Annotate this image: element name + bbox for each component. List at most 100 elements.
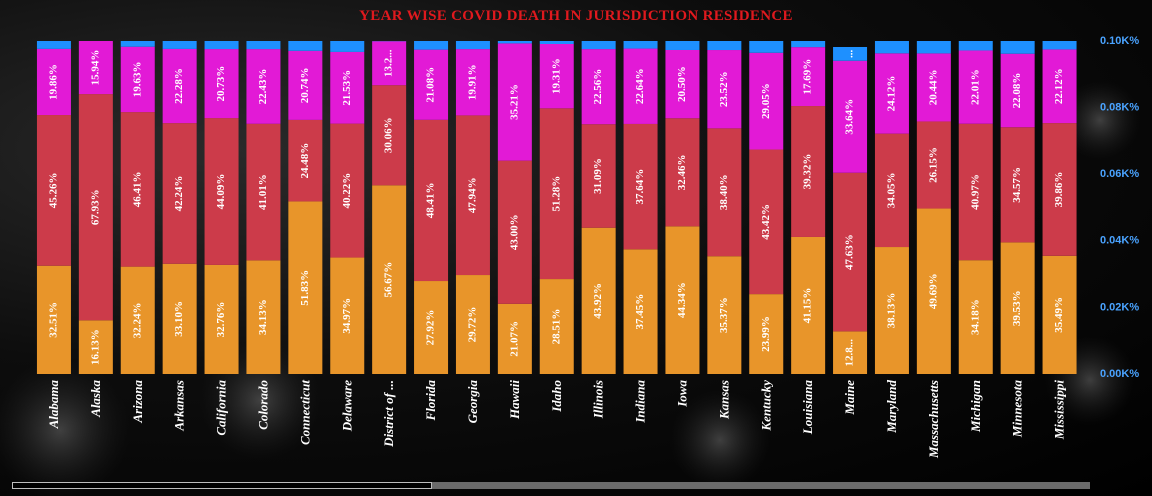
bar-segment[interactable] (958, 50, 993, 124)
bar-segment[interactable] (665, 118, 700, 227)
bar-segment[interactable] (1000, 242, 1035, 374)
bar-segment[interactable] (162, 41, 197, 49)
bar-segment[interactable] (246, 41, 281, 50)
bar-segment[interactable] (833, 172, 868, 332)
bar-segment[interactable] (707, 50, 742, 129)
bar-segment[interactable] (372, 85, 407, 186)
bar-segment[interactable] (204, 49, 239, 119)
bar-segment[interactable] (1042, 49, 1077, 124)
bar-segment[interactable] (246, 260, 281, 374)
bar-segment[interactable] (874, 41, 909, 54)
bar-segment[interactable] (330, 123, 365, 258)
bar-segment[interactable] (665, 41, 700, 50)
bar-segment[interactable] (120, 46, 155, 113)
bar-segment[interactable] (581, 227, 616, 374)
bar-segment[interactable] (623, 249, 658, 374)
bar-segment[interactable] (581, 124, 616, 228)
bar-segment[interactable] (539, 41, 574, 44)
bar-segment[interactable] (539, 108, 574, 280)
bar-segment[interactable] (623, 41, 658, 49)
bar-segment[interactable] (874, 247, 909, 374)
bar-segment[interactable] (330, 41, 365, 52)
bar-segment[interactable] (707, 41, 742, 51)
bar-segment[interactable] (162, 263, 197, 374)
horizontal-scrollbar-thumb[interactable] (12, 482, 432, 489)
bar-segment[interactable] (204, 264, 239, 374)
bar-segment[interactable] (120, 41, 155, 47)
bar-segment[interactable] (455, 275, 490, 374)
bar-segment[interactable] (455, 49, 490, 116)
bar-segment[interactable] (833, 331, 868, 374)
bar-segment[interactable] (1000, 41, 1035, 54)
bar-segment[interactable] (916, 41, 951, 54)
bar-segment[interactable] (665, 226, 700, 374)
bar-segment[interactable] (707, 256, 742, 374)
horizontal-scrollbar-track[interactable] (12, 482, 1090, 489)
bar-segment[interactable] (791, 236, 826, 374)
bar-segment[interactable] (288, 119, 323, 202)
bar-segment[interactable] (749, 41, 784, 53)
bar-segment[interactable] (455, 115, 490, 276)
bar-segment[interactable] (288, 41, 323, 51)
bar-segment[interactable] (665, 49, 700, 119)
bar-segment[interactable] (749, 52, 784, 150)
bar-segment[interactable] (791, 47, 826, 107)
bar-segment[interactable] (36, 115, 71, 266)
bar-segment[interactable] (120, 266, 155, 374)
bar-segment[interactable] (1042, 123, 1077, 256)
bar-segment[interactable] (833, 46, 868, 61)
bar-segment[interactable] (833, 60, 868, 173)
bar-segment[interactable] (539, 279, 574, 374)
bar-segment[interactable] (1042, 41, 1077, 50)
bar-segment[interactable] (749, 294, 784, 374)
bar-segment[interactable] (204, 118, 239, 265)
bar-segment[interactable] (414, 41, 449, 50)
bar-segment[interactable] (1000, 53, 1035, 128)
bar-segment[interactable] (874, 53, 909, 134)
bar-segment[interactable] (916, 208, 951, 374)
bar-segment[interactable] (623, 48, 658, 124)
bar-segment[interactable] (958, 41, 993, 51)
bar-segment[interactable] (120, 112, 155, 267)
bar-segment[interactable] (916, 121, 951, 209)
bar-segment[interactable] (78, 41, 113, 95)
bar-segment[interactable] (1000, 127, 1035, 243)
bar-segment[interactable] (497, 41, 532, 44)
bar-segment[interactable] (246, 49, 281, 124)
bar-segment[interactable] (414, 119, 449, 282)
bar-segment[interactable] (414, 49, 449, 120)
bar-segment[interactable] (497, 43, 532, 161)
bar-segment[interactable] (162, 48, 197, 124)
bar-segment[interactable] (288, 201, 323, 374)
bar-segment[interactable] (539, 43, 574, 109)
bar-segment[interactable] (246, 123, 281, 261)
bar-segment[interactable] (162, 123, 197, 264)
bar-segment[interactable] (623, 123, 658, 250)
bar-segment[interactable] (330, 257, 365, 374)
bar-segment[interactable] (958, 260, 993, 374)
bar-segment[interactable] (288, 50, 323, 120)
bar-segment[interactable] (581, 49, 616, 125)
bar-segment[interactable] (36, 265, 71, 374)
bar-segment[interactable] (791, 41, 826, 48)
bar-segment[interactable] (1042, 255, 1077, 374)
bar-segment[interactable] (36, 41, 71, 49)
bar-segment[interactable] (497, 303, 532, 374)
bar-segment[interactable] (78, 94, 113, 321)
bar-segment[interactable] (414, 281, 449, 374)
bar-segment[interactable] (707, 128, 742, 257)
bar-segment[interactable] (791, 106, 826, 237)
bar-segment[interactable] (36, 48, 71, 116)
bar-segment[interactable] (497, 160, 532, 304)
bar-segment[interactable] (330, 51, 365, 124)
bar-segment[interactable] (874, 133, 909, 248)
bar-segment[interactable] (372, 185, 407, 374)
bar-segment[interactable] (204, 41, 239, 50)
bar-segment[interactable] (78, 320, 113, 374)
bar-segment[interactable] (916, 53, 951, 122)
bar-segment[interactable] (455, 41, 490, 50)
bar-segment[interactable] (958, 123, 993, 261)
bar-segment[interactable] (372, 41, 407, 86)
bar-segment[interactable] (581, 41, 616, 50)
bar-segment[interactable] (749, 149, 784, 295)
